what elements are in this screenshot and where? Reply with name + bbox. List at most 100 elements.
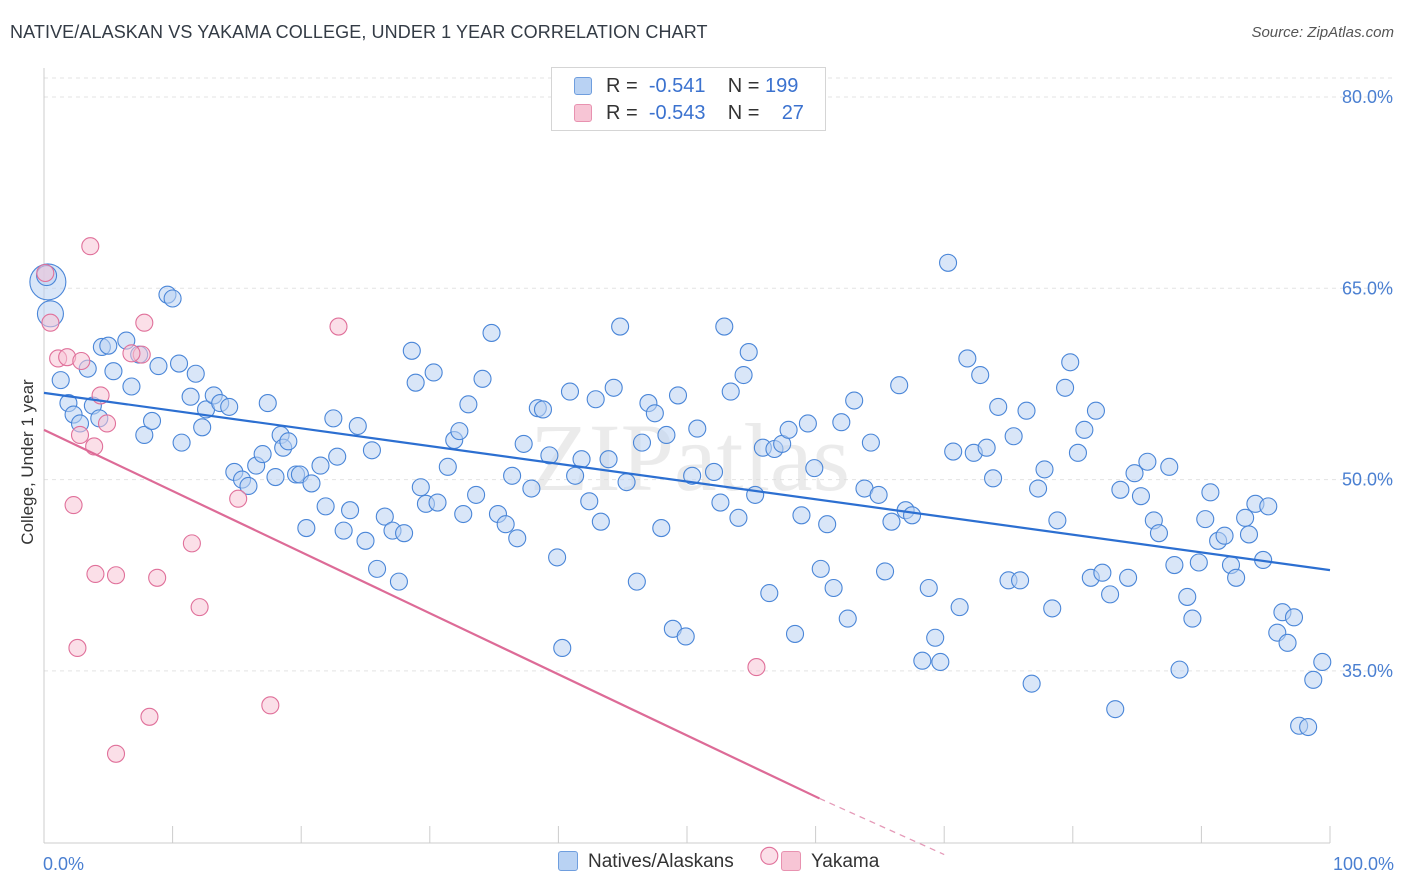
scatter-point-natives (1239, 525, 1259, 544)
scatter-point-natives (163, 289, 182, 308)
legend-n-value: 27 (781, 102, 804, 124)
scatter-point-natives (1119, 568, 1138, 587)
scatter-point-yakama (85, 437, 104, 456)
scatter-point-natives (51, 371, 70, 390)
scatter-point-natives (950, 598, 969, 617)
scatter-point-natives (1201, 483, 1220, 502)
scatter-point-yakama (81, 237, 100, 256)
scatter-point-natives (760, 584, 779, 603)
scatter-point-natives (882, 512, 901, 531)
grid-lines (44, 77, 1394, 672)
legend: R = -0.541 N = 199 R = -0.543 N = 27 (551, 67, 826, 131)
scatter-point-natives (1299, 717, 1318, 737)
scatter-point-natives (580, 492, 599, 511)
y-tick-label: 35.0% (1342, 661, 1393, 681)
scatter-point-natives (533, 400, 553, 419)
scatter-point-yakama (747, 658, 766, 677)
scatter-point-yakama (140, 707, 159, 726)
scatter-point-natives (169, 354, 189, 373)
scatter-point-natives (454, 504, 473, 524)
scatter-point-natives (1215, 526, 1234, 545)
scatter-point-natives (805, 459, 824, 478)
scatter-point-natives (824, 578, 843, 598)
scatter-point-natives (591, 512, 610, 531)
scatter-point-natives (984, 469, 1003, 488)
scatter-point-natives (297, 519, 316, 538)
scatter-point-natives (652, 519, 671, 538)
scatter-point-natives (715, 317, 734, 336)
scatter-point-natives (424, 363, 443, 382)
scatter-point-natives (971, 365, 990, 385)
scatter-point-natives (632, 433, 652, 452)
scatter-point-natives (266, 467, 285, 487)
scatter-point-natives (1017, 401, 1036, 420)
scatter-point-natives (1125, 464, 1144, 483)
scatter-point-natives (913, 651, 932, 670)
scatter-point-yakama (229, 489, 248, 508)
scatter-point-yakama (148, 568, 167, 587)
scatter-point-natives (220, 397, 239, 416)
scatter-point-natives (172, 433, 191, 452)
scatter-point-natives (186, 364, 205, 383)
scatter-point-natives (1178, 587, 1197, 606)
scatter-point-natives (459, 395, 478, 414)
legend-n-label: N = (727, 102, 760, 124)
y-tick-label: 50.0% (1342, 470, 1393, 490)
bottom-legend-swatch-natives (558, 851, 578, 871)
scatter-point-natives (411, 478, 430, 497)
scatter-point-natives (356, 531, 375, 550)
scatter-point-natives (739, 343, 758, 362)
scatter-point-yakama (122, 344, 141, 363)
scatter-point-natives (1029, 479, 1048, 498)
legend-row-yakama: R = -0.543 N = 27 (574, 102, 804, 126)
scatter-point-yakama (106, 744, 126, 763)
scatter-point-natives (977, 438, 996, 457)
trend-line-yakama-extension (819, 797, 945, 856)
scatter-point-natives (1278, 633, 1297, 652)
scatter-point-natives (362, 441, 381, 460)
scatter-point-natives (1170, 660, 1189, 679)
y-axis-label: College, Under 1 year (18, 379, 37, 545)
scatter-point-yakama (106, 566, 126, 585)
scatter-point-natives (1131, 487, 1151, 506)
scatter-point-natives (1011, 571, 1030, 590)
scatter-point-yakama (190, 598, 209, 617)
scatter-point-natives (311, 456, 330, 475)
scatter-point-natives (450, 422, 469, 441)
scatter-point-natives (919, 578, 938, 598)
scatter-point-natives (1101, 585, 1120, 604)
scatter-point-natives (1086, 401, 1105, 420)
scatter-point-natives (482, 323, 501, 342)
scatter-point-natives (316, 497, 335, 516)
series-yakama-points (36, 237, 779, 865)
scatter-point-natives (253, 445, 272, 464)
scatter-point-natives (566, 466, 585, 485)
scatter-point-natives (1056, 378, 1075, 397)
scatter-point-natives (1284, 608, 1304, 627)
source-label: Source: ZipAtlas.com (1251, 24, 1394, 41)
scatter-point-natives (406, 373, 425, 392)
scatter-point-yakama (261, 696, 280, 715)
scatter-point-natives (1111, 480, 1130, 499)
scatter-point-natives (704, 462, 724, 481)
y-tick-label: 65.0% (1342, 278, 1393, 298)
scatter-point-natives (438, 457, 457, 476)
scatter-point-natives (181, 387, 200, 406)
bottom-legend-label-natives: Natives/Alaskans (588, 851, 734, 872)
trend-line-natives (43, 391, 1331, 572)
scatter-point-yakama (36, 263, 55, 283)
scatter-point-natives (1196, 510, 1215, 529)
trend-line-yakama (43, 428, 820, 800)
scatter-point-natives (958, 349, 977, 368)
axes (43, 68, 1331, 844)
scatter-point-natives (328, 447, 347, 466)
scatter-point-natives (1227, 568, 1246, 587)
scatter-point-yakama (182, 534, 201, 553)
scatter-point-natives (811, 559, 830, 578)
scatter-point-natives (746, 485, 765, 504)
scatter-point-natives (1165, 555, 1184, 575)
scatter-point-natives (348, 416, 367, 436)
scatter-point-yakama (86, 564, 105, 584)
scatter-point-yakama (329, 317, 348, 336)
